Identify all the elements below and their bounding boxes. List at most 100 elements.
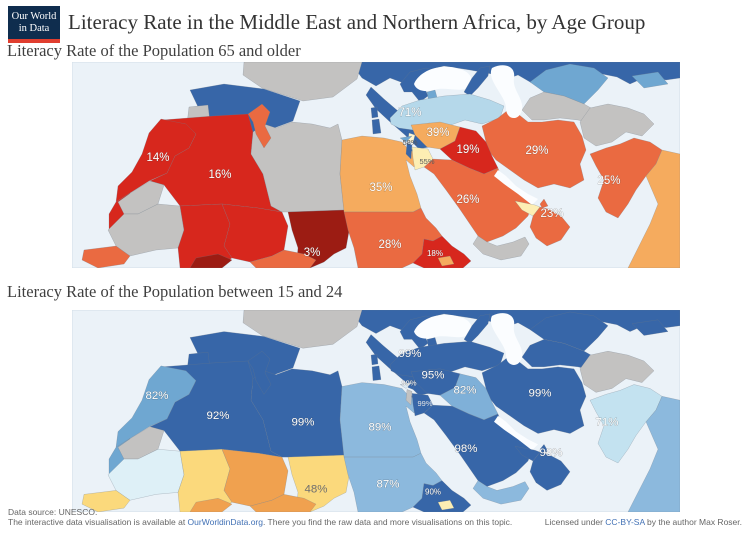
- country-tunisia[interactable]: [247, 103, 272, 149]
- country-senegal[interactable]: [81, 490, 131, 512]
- country-oman_tip[interactable]: [539, 198, 549, 209]
- country-france[interactable]: [242, 310, 363, 349]
- country-burkina[interactable]: [189, 253, 233, 268]
- value-label-iraq: 19%: [456, 144, 479, 156]
- value-label-sudan: 87%: [376, 479, 399, 491]
- value-label-eritrea: 90%: [425, 487, 441, 496]
- country-sardinia[interactable]: [371, 118, 382, 135]
- country-iran[interactable]: [481, 356, 587, 434]
- country-iraq[interactable]: [439, 126, 499, 175]
- persian_gulf-water: [494, 415, 538, 451]
- country-djibouti[interactable]: [437, 499, 455, 511]
- country-india[interactable]: [627, 396, 680, 512]
- value-label-chad: 3%: [304, 247, 321, 259]
- country-burkina[interactable]: [189, 498, 233, 512]
- value-label-turkey: 99%: [398, 348, 421, 360]
- country-corsica[interactable]: [370, 106, 379, 119]
- value-label-lebanon: 58%: [402, 138, 417, 147]
- map-15-to-24: 82% 92% 99% 89% 87% 48% 99% 95% 99% 99% 82% 99% 98% 9…: [72, 310, 680, 512]
- value-label-lebanon: 99%: [402, 379, 417, 388]
- value-label-saudi: 26%: [456, 194, 479, 206]
- value-label-egypt: 89%: [368, 422, 391, 434]
- country-eritrea[interactable]: [412, 235, 472, 268]
- value-label-algeria: 16%: [208, 169, 231, 181]
- value-label-morocco: 82%: [145, 390, 168, 402]
- country-iran[interactable]: [481, 109, 587, 189]
- country-tunisia[interactable]: [247, 350, 272, 395]
- persian_gulf-water: [494, 170, 538, 205]
- country-israel[interactable]: [405, 142, 413, 160]
- country-cyprus[interactable]: [399, 135, 413, 143]
- country-jordan[interactable]: [411, 146, 434, 171]
- country-turkey[interactable]: [389, 93, 505, 131]
- caspian-water: [490, 65, 523, 119]
- country-india[interactable]: [627, 149, 680, 268]
- map-65-and-older: 14% 16% 3% 35% 28% 18% 71% 39% 58% 55% 19% 29% 26% 23…: [72, 62, 680, 268]
- country-iraq[interactable]: [439, 373, 499, 421]
- country-morocco[interactable]: [115, 118, 197, 203]
- country-nigeria[interactable]: [249, 494, 317, 512]
- country-oman[interactable]: [529, 451, 571, 491]
- license-pre: Licensed under: [544, 517, 606, 527]
- value-label-sudan: 28%: [378, 239, 401, 251]
- value-label-chad: 48%: [304, 483, 327, 495]
- value-label-iran: 99%: [528, 387, 551, 399]
- value-label-saudi: 98%: [454, 443, 477, 455]
- blacksea-water: [414, 66, 472, 92]
- country-morocco[interactable]: [115, 365, 197, 448]
- country-sardinia[interactable]: [371, 365, 382, 381]
- value-label-pakistan: 71%: [595, 417, 618, 429]
- owid-logo[interactable]: Our World in Data: [8, 6, 60, 43]
- country-kyrgyz[interactable]: [631, 71, 669, 89]
- country-israel[interactable]: [405, 389, 413, 406]
- value-label-syria: 39%: [426, 127, 449, 139]
- blacksea-water: [414, 314, 472, 339]
- map1-subtitle: Literacy Rate of the Population 65 and o…: [7, 41, 301, 60]
- data-source-label: Data source:: [8, 507, 57, 517]
- footer-note-post: . There you find the raw data and more v…: [262, 517, 513, 527]
- value-label-turkey: 71%: [398, 107, 421, 119]
- country-yemen[interactable]: [472, 235, 530, 261]
- license-link[interactable]: CC-BY-SA: [605, 517, 645, 527]
- value-label-algeria: 92%: [206, 410, 229, 422]
- country-oman[interactable]: [529, 206, 571, 247]
- country-oman_tip[interactable]: [539, 443, 549, 454]
- country-eritrea[interactable]: [412, 480, 472, 512]
- footer-license: Licensed under CC-BY-SA by the author Ma…: [545, 517, 742, 527]
- caspian-water: [490, 313, 523, 365]
- country-afghanistan[interactable]: [579, 350, 655, 393]
- country-corsica[interactable]: [370, 353, 379, 366]
- map2-subtitle: Literacy Rate of the Population between …: [7, 282, 343, 301]
- country-yemen[interactable]: [472, 480, 530, 505]
- country-nigeria[interactable]: [249, 249, 317, 268]
- footer-data-source: Data source: UNESCO.: [8, 507, 742, 517]
- value-label-oman: 98%: [539, 447, 562, 459]
- value-label-egypt: 35%: [369, 182, 392, 194]
- logo-line1: Our World: [11, 11, 57, 22]
- logo-red-bar: [8, 39, 60, 43]
- value-label-iraq: 82%: [453, 384, 476, 396]
- country-afghanistan[interactable]: [579, 103, 655, 147]
- value-label-pakistan: 25%: [597, 175, 620, 187]
- country-pakistan[interactable]: [589, 384, 663, 464]
- country-kyrgyz[interactable]: [631, 319, 669, 336]
- value-label-syria: 95%: [421, 370, 444, 382]
- owid-site-link[interactable]: OurWorldinData.org: [187, 517, 263, 527]
- country-jordan[interactable]: [411, 393, 434, 417]
- value-label-jordan: 55%: [419, 157, 434, 166]
- footer-note-pre: The interactive data visualisation is av…: [8, 517, 188, 527]
- country-cyprus[interactable]: [399, 382, 413, 389]
- value-label-morocco: 14%: [146, 152, 169, 164]
- country-turkey[interactable]: [389, 341, 505, 377]
- logo-line2: in Data: [18, 23, 50, 34]
- value-label-oman: 23%: [540, 208, 563, 220]
- country-senegal[interactable]: [81, 245, 131, 268]
- license-post: by the author Max Roser.: [644, 517, 742, 527]
- country-pakistan[interactable]: [589, 137, 663, 219]
- country-djibouti[interactable]: [437, 255, 455, 267]
- page-title: Literacy Rate in the Middle East and Nor…: [68, 10, 646, 34]
- data-source-value: UNESCO.: [58, 507, 98, 517]
- value-label-iran: 29%: [525, 145, 548, 157]
- country-france[interactable]: [242, 62, 363, 102]
